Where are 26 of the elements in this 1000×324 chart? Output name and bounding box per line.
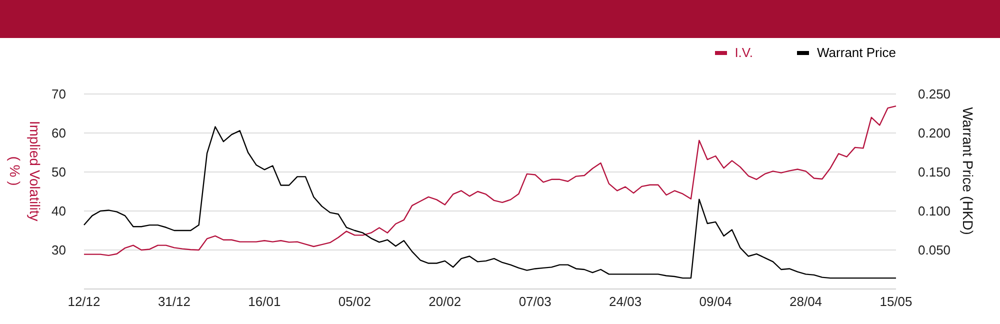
x-tick-label: 20/02 <box>428 294 462 310</box>
y-tick-label: 70 <box>52 86 66 102</box>
x-tick-label: 07/03 <box>518 294 552 310</box>
y2-tick-label: 0.250 <box>918 86 951 102</box>
y2-tick-label: 0.200 <box>918 126 951 141</box>
y2-tick-label: 0.100 <box>918 204 951 219</box>
legend-label: I.V. <box>734 45 754 60</box>
y-tick-label: 50 <box>52 164 66 180</box>
line-series <box>83 126 897 279</box>
line-series <box>83 105 897 256</box>
y-tick-label: 30 <box>52 242 66 258</box>
x-tick-label: 24/03 <box>609 294 642 310</box>
x-tick-label: 09/04 <box>699 294 732 310</box>
y2-axis-title: Warrant Price (HKD) <box>960 107 976 235</box>
y-axis-title: Implied Volatility ( % ) <box>7 120 43 222</box>
y-tick-label: 40 <box>52 204 66 219</box>
y-tick-label: 60 <box>52 126 66 141</box>
x-tick-label: 28/04 <box>790 294 822 310</box>
y2-tick-label: 0.050 <box>918 242 951 258</box>
x-tick-label: 15/05 <box>880 294 912 310</box>
x-tick-label: 12/12 <box>68 294 100 310</box>
legend-label: Warrant Price <box>817 45 896 60</box>
y2-tick-label: 0.150 <box>918 164 951 180</box>
x-tick-label: 31/12 <box>158 294 190 310</box>
x-tick-label: 05/02 <box>338 294 371 310</box>
x-tick-label: 16/01 <box>248 294 281 310</box>
